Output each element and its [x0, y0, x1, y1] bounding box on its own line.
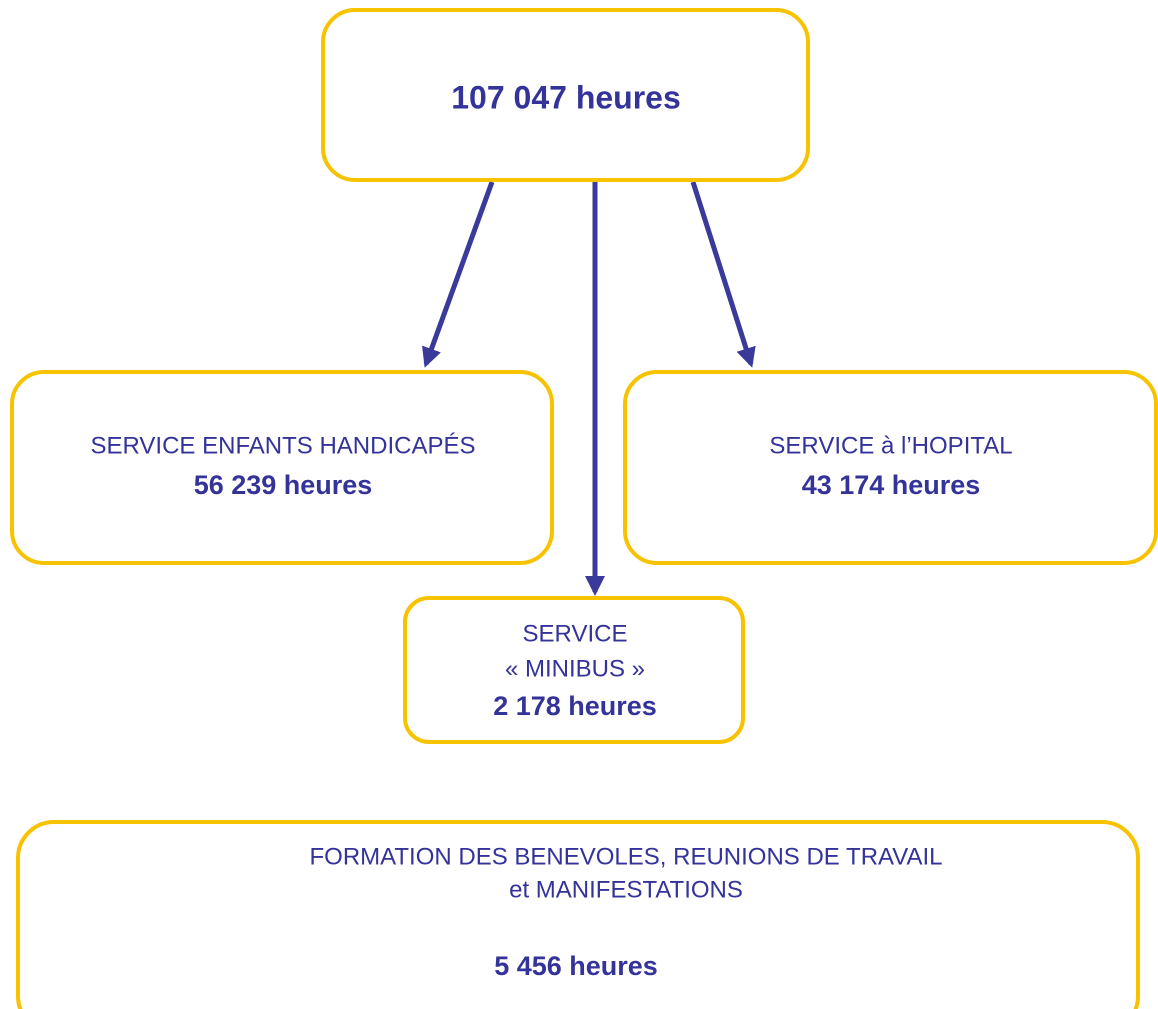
node-value: 43 174 heures — [802, 470, 981, 500]
node-value: 5 456 heures — [494, 951, 658, 981]
node-box — [403, 596, 745, 744]
node-value: 56 239 heures — [194, 470, 373, 500]
arrow — [422, 181, 495, 368]
node-line: « MINIBUS » — [505, 655, 645, 682]
arrow — [690, 181, 756, 368]
node-line: FORMATION DES BENEVOLES, REUNIONS DE TRA… — [309, 843, 942, 870]
root-label: 107 047 heures — [451, 79, 681, 115]
node-box — [16, 820, 1140, 1009]
node-line: SERVICE — [523, 620, 628, 647]
node-line: SERVICE ENFANTS HANDICAPÉS — [91, 432, 476, 459]
node-value: 2 178 heures — [493, 691, 657, 721]
node-line: et MANIFESTATIONS — [509, 876, 743, 903]
node-line: SERVICE à l’HOPITAL — [769, 432, 1012, 459]
root-box — [321, 8, 810, 182]
node-box — [623, 370, 1158, 565]
node-box — [10, 370, 554, 565]
